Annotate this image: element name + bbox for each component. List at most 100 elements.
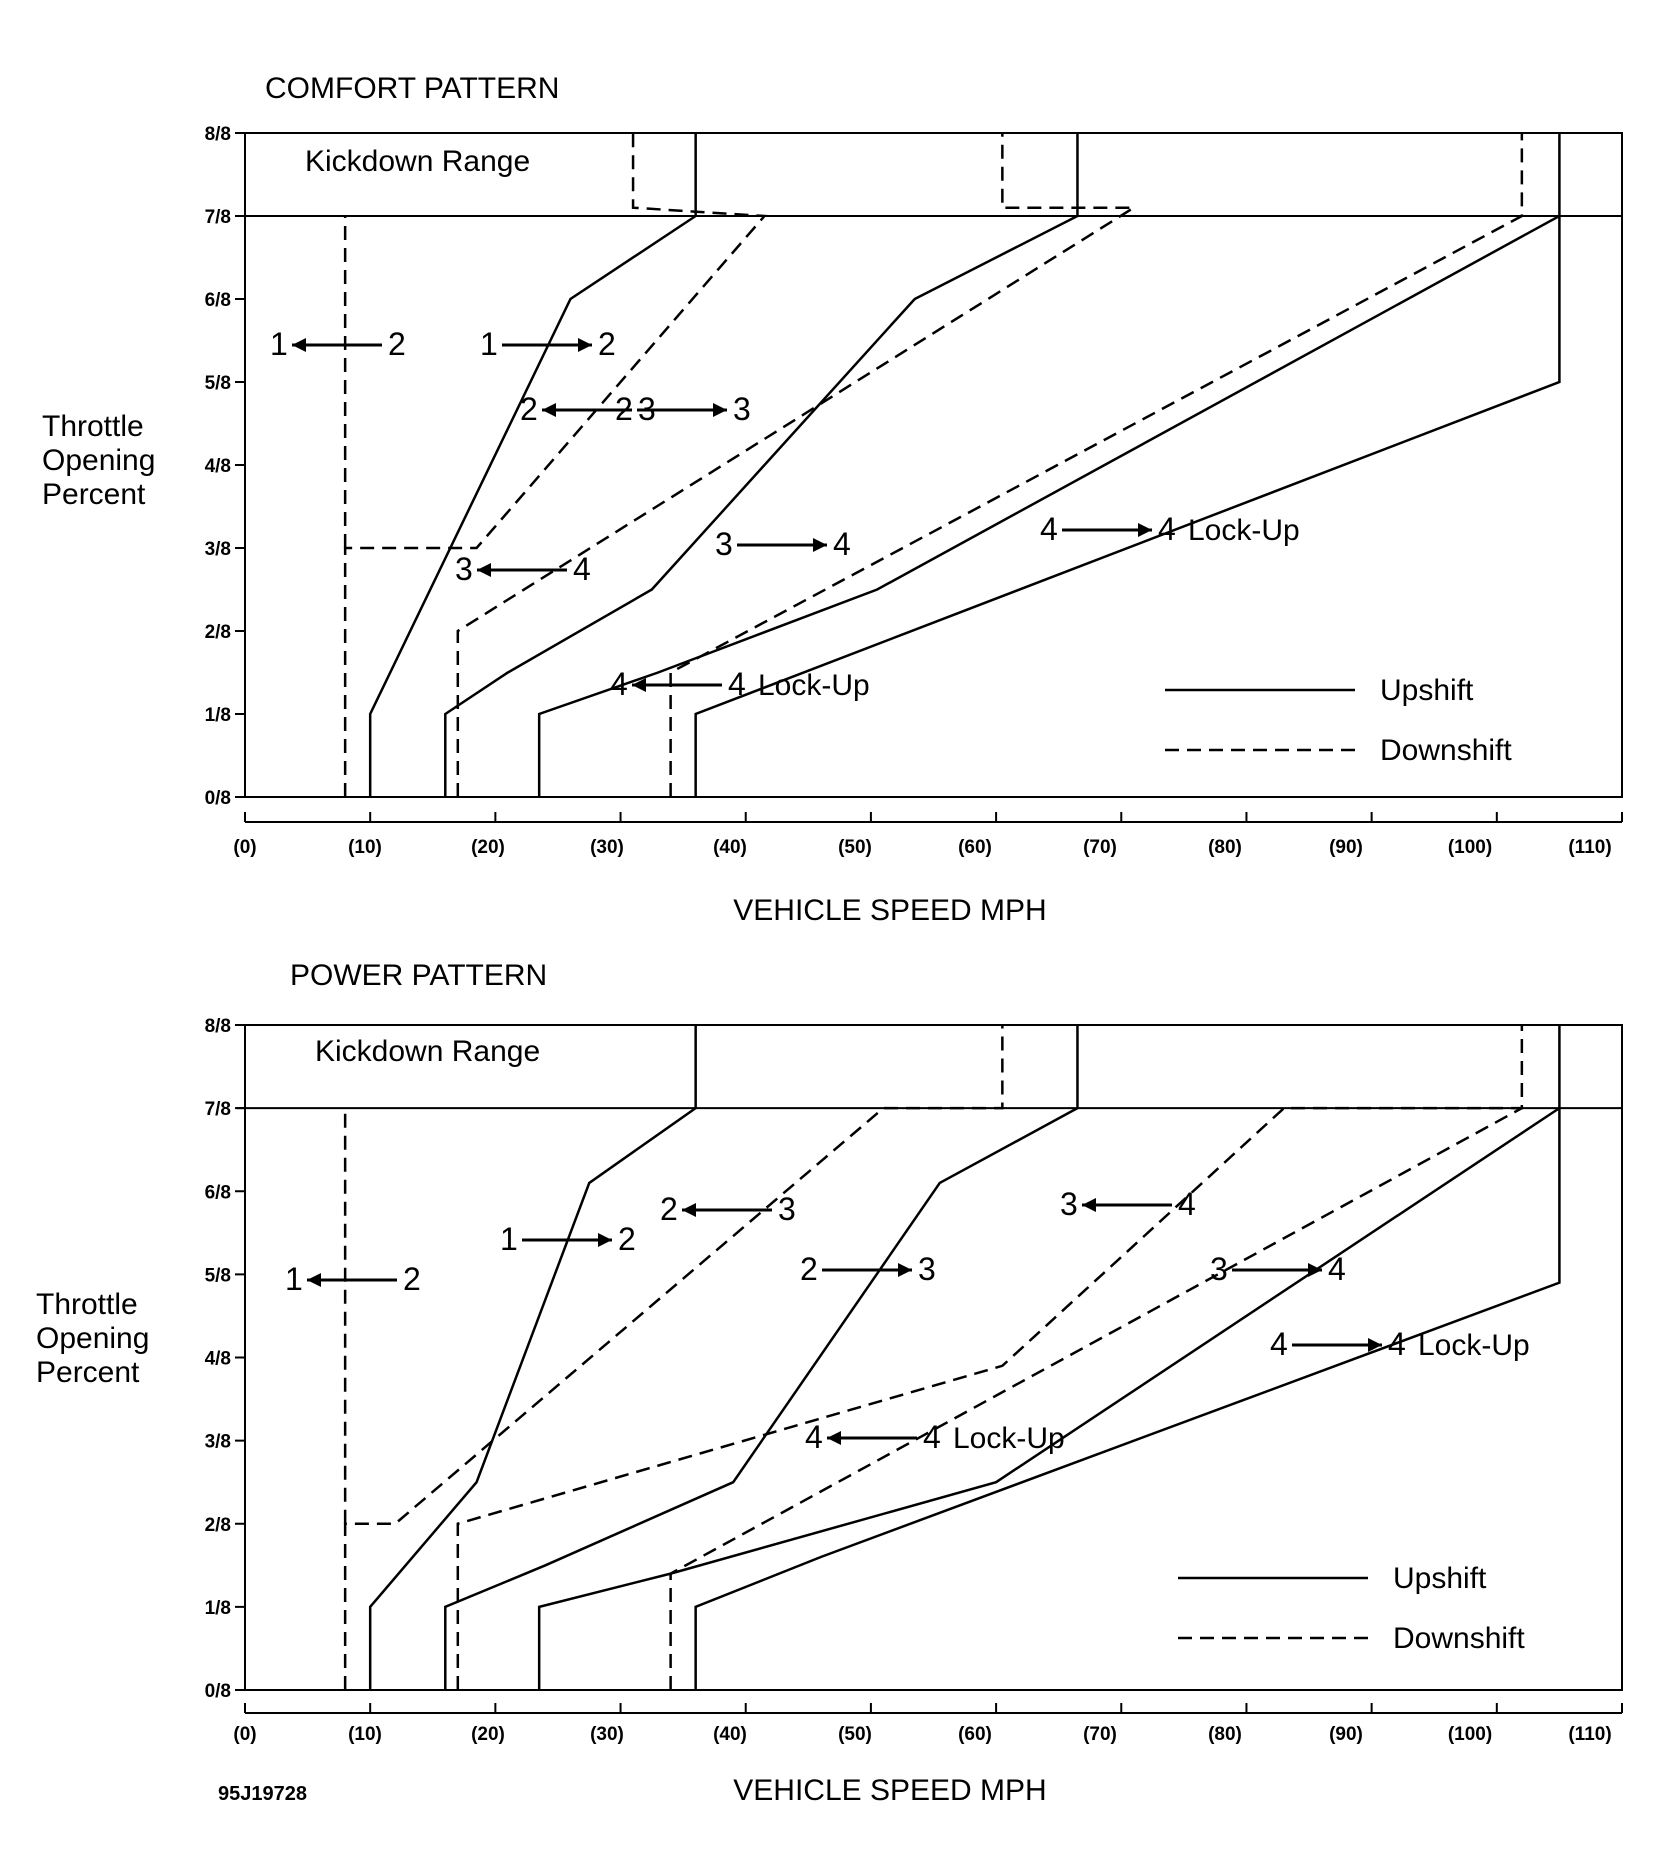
- y-tick-label: 4/8: [205, 1349, 231, 1370]
- series-line-5: [537, 1025, 1561, 1690]
- shift-to-gear: 3: [733, 391, 751, 427]
- shift-arrow-head: [292, 338, 306, 352]
- shift-from-gear: 2: [800, 1251, 818, 1287]
- y-tick-label: 6/8: [205, 290, 231, 311]
- x-axis-label: VEHICLE SPEED MPH: [733, 894, 1046, 927]
- shift-to-gear: 4: [1158, 511, 1176, 547]
- shift-from-gear: 1: [480, 326, 498, 362]
- x-tick-label: (10): [348, 837, 382, 858]
- shift-annotation: 4 4 Lock-Up: [610, 666, 870, 702]
- kickdown-range-label: Kickdown Range: [315, 1035, 540, 1068]
- series-line-1: [368, 133, 697, 797]
- y-tick-label: 5/8: [205, 373, 231, 394]
- series-line-7: [694, 1108, 1561, 1690]
- y-tick-label: 0/8: [205, 788, 231, 809]
- y-tick-label: 7/8: [205, 207, 231, 228]
- chart-panel-2: POWER PATTERN Kickdown Range 0/8 1/8 2/8 3/8 4…: [36, 959, 1623, 1807]
- legend-downshift-label: Downshift: [1380, 734, 1512, 767]
- shift-arrow-head: [1082, 1198, 1096, 1212]
- legend-upshift-label: Upshift: [1393, 1562, 1487, 1595]
- series-line-4: [456, 1025, 1524, 1690]
- shift-from-gear: 4: [1270, 1326, 1288, 1362]
- y-tick-label: 1/8: [205, 1598, 231, 1619]
- shift-arrow-head: [578, 338, 592, 352]
- shift-from-gear: 3: [715, 526, 733, 562]
- x-tick-label: (90): [1329, 1724, 1363, 1745]
- shift-from-gear: 2: [660, 1191, 678, 1227]
- y-tick-label: 2/8: [205, 1515, 231, 1536]
- x-tick-label: (110): [1568, 1724, 1611, 1745]
- shift-to-gear: 4: [1328, 1251, 1346, 1287]
- shift-to-gear: 4: [728, 666, 746, 702]
- x-tick-label: (60): [958, 1724, 992, 1745]
- y-tick-label: 5/8: [205, 1265, 231, 1286]
- shift-to-gear: 3: [778, 1191, 796, 1227]
- x-tick-label: (30): [590, 837, 624, 858]
- series-line-1: [368, 1025, 697, 1690]
- y-axis-label: Throttle: [36, 1288, 138, 1321]
- x-tick-label: (0): [233, 1724, 256, 1745]
- shift-arrow-head: [1138, 523, 1152, 537]
- shift-to-gear: 2: [618, 1221, 636, 1257]
- shift-to-gear: 3: [918, 1251, 936, 1287]
- shift-arrow-head: [632, 678, 646, 692]
- lock-up-label: Lock-Up: [1188, 514, 1300, 547]
- shift-annotation: 23: [520, 391, 656, 427]
- x-tick-label: (10): [348, 1724, 382, 1745]
- lock-up-label: Lock-Up: [953, 1422, 1065, 1455]
- y-axis-label: Opening: [36, 1322, 149, 1355]
- y-tick-label: 3/8: [205, 539, 231, 560]
- series-line-3: [444, 133, 1079, 797]
- x-tick-label: (20): [471, 837, 505, 858]
- shift-from-gear: 3: [1210, 1251, 1228, 1287]
- shift-to-gear: 4: [923, 1419, 941, 1455]
- shift-arrow-head: [542, 403, 556, 417]
- shift-arrow-head: [813, 538, 827, 552]
- series-line-7: [694, 216, 1561, 797]
- shift-to-gear: 4: [833, 526, 851, 562]
- x-tick-label: (100): [1448, 837, 1492, 858]
- lock-up-label: Lock-Up: [758, 669, 870, 702]
- shift-from-gear: 1: [270, 326, 288, 362]
- x-tick-label: (60): [958, 837, 992, 858]
- y-tick-label: 8/8: [205, 1016, 231, 1037]
- series-line-4: [456, 133, 1139, 797]
- x-tick-label: (50): [838, 1724, 872, 1745]
- shift-arrow-head: [1368, 1338, 1382, 1352]
- y-tick-label: 0/8: [205, 1681, 231, 1702]
- y-tick-label: 8/8: [205, 124, 231, 145]
- y-axis-label: Opening: [42, 444, 155, 477]
- series-line-5: [537, 133, 1561, 797]
- x-tick-label: (40): [713, 837, 747, 858]
- series-line-2: [343, 133, 768, 797]
- y-tick-label: 7/8: [205, 1099, 231, 1120]
- shift-arrow-head: [307, 1273, 321, 1287]
- shift-from-gear: 1: [500, 1221, 518, 1257]
- shift-arrow-head: [898, 1263, 912, 1277]
- x-tick-label: (20): [471, 1724, 505, 1745]
- y-tick-label: 1/8: [205, 705, 231, 726]
- kickdown-range-label: Kickdown Range: [305, 145, 530, 178]
- series-line-3: [444, 1025, 1079, 1690]
- shift-arrow-head: [713, 403, 727, 417]
- y-tick-label: 4/8: [205, 456, 231, 477]
- shift-from-gear: 3: [455, 551, 473, 587]
- x-tick-label: (80): [1208, 1724, 1242, 1745]
- shift-to-gear: 4: [1178, 1186, 1196, 1222]
- figure-id: 95J19728: [218, 1783, 307, 1805]
- y-tick-label: 3/8: [205, 1432, 231, 1453]
- shift-annotation: 4 4 Lock-Up: [805, 1419, 1065, 1455]
- x-tick-label: (70): [1083, 837, 1117, 858]
- legend: Upshift Downshift: [1165, 674, 1512, 767]
- shift-arrow-head: [477, 563, 491, 577]
- legend-downshift-label: Downshift: [1393, 1622, 1525, 1655]
